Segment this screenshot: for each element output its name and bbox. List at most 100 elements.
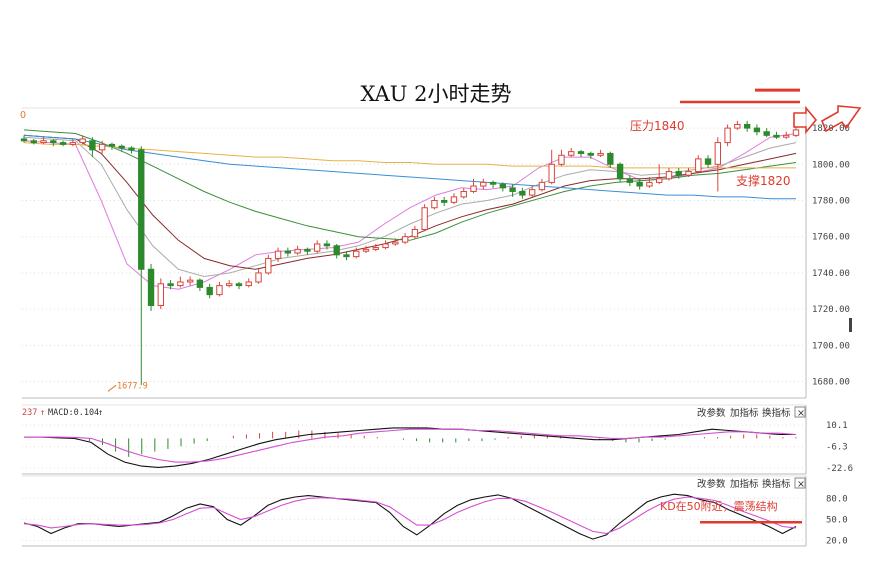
kd-y-axis: 80.0 50.0 20.0 [826, 494, 848, 546]
candle [255, 269, 262, 284]
kd-close-button[interactable] [794, 477, 806, 489]
candle [685, 167, 692, 177]
candle [675, 167, 682, 179]
candle-body [763, 131, 770, 136]
main-y-tick-label: 1780.00 [812, 197, 850, 207]
macd-y-tick-label: 10.1 [826, 421, 848, 431]
candle-body [773, 134, 780, 138]
candle-body [265, 257, 272, 274]
candle-body [792, 129, 800, 136]
candle [704, 155, 712, 168]
candle-body [636, 181, 643, 187]
candle-body [724, 127, 731, 144]
candle-body [353, 250, 360, 258]
kd-toolbar: 改参数 加指标 换指标 × [697, 477, 806, 490]
candle [568, 148, 575, 158]
macd-close-icon[interactable]: × [797, 408, 805, 419]
candle-body [450, 196, 458, 203]
candle-body [441, 200, 448, 203]
candle [421, 204, 428, 232]
candle-body [186, 279, 194, 283]
macd-close-button[interactable] [794, 406, 806, 418]
kd-lines [23, 493, 797, 540]
candle [313, 240, 321, 253]
candle-body [734, 123, 741, 129]
candle [323, 240, 331, 250]
candle [89, 137, 96, 158]
candle [714, 137, 722, 192]
candle [157, 278, 164, 310]
candle [538, 178, 546, 192]
main-y-tick-label: 1720.00 [812, 305, 850, 315]
candle [734, 120, 741, 130]
candle [646, 176, 653, 188]
macd-add-indicator-button[interactable]: 加指标 [730, 407, 759, 419]
resistance-label: 压力1840 [630, 119, 685, 133]
candle [362, 245, 370, 253]
candle [274, 247, 282, 263]
kd-close-icon[interactable]: × [797, 479, 805, 490]
candle-body [558, 154, 565, 165]
candle-body [323, 243, 331, 247]
kd-add-indicator-button[interactable]: 加指标 [730, 478, 759, 490]
candle-body [274, 250, 282, 259]
candle-body [177, 281, 184, 287]
macd-dif-line [24, 427, 796, 468]
candle-body [89, 140, 96, 151]
candle [108, 142, 116, 150]
macd-switch-indicator-button[interactable]: 换指标 [762, 407, 791, 419]
candle [69, 138, 77, 147]
candle-body [704, 158, 712, 165]
kd-annotation: KD在50附近，震荡结构 [660, 499, 778, 513]
kd-switch-indicator-button[interactable]: 换指标 [762, 478, 791, 490]
kd-change-params-button[interactable]: 改参数 [697, 478, 726, 490]
candle [304, 247, 311, 255]
candle-body [392, 241, 399, 245]
candle [40, 137, 47, 145]
candle-body [382, 243, 389, 249]
candle-body [79, 138, 86, 144]
candle [499, 182, 507, 192]
candle [753, 124, 761, 136]
candle-body [616, 163, 624, 180]
low-marker: 1677.9 [107, 381, 148, 392]
macd-up-arrow2-icon: ↑ [98, 408, 103, 418]
macd-y-tick-label: -6.3 [826, 443, 848, 453]
candle [167, 280, 174, 290]
candle-body [607, 152, 614, 165]
candle-body [509, 187, 516, 192]
candle-body [69, 142, 77, 145]
candle-body [313, 243, 321, 252]
macd-grid [22, 424, 806, 469]
candle [763, 128, 770, 138]
candle [577, 149, 585, 158]
candle [372, 243, 379, 252]
candle-body [138, 149, 145, 270]
main-y-axis: 1820.001800.001780.001760.001740.001720.… [812, 124, 850, 387]
candle [294, 245, 301, 255]
candle [489, 180, 497, 188]
kd-k-line [23, 493, 797, 540]
candle-body [372, 247, 379, 250]
candle [392, 238, 399, 246]
low-value-label: 1677.9 [117, 381, 148, 391]
candle [401, 233, 409, 244]
candle [773, 131, 780, 139]
candle-body [480, 181, 487, 187]
candle-body [548, 163, 555, 183]
main-y-tick-label: 1680.00 [812, 378, 850, 388]
candle-body [714, 142, 722, 165]
macd-dea-line [24, 428, 797, 463]
candle [597, 149, 604, 158]
candle [460, 187, 467, 199]
candle [656, 164, 663, 185]
macd-change-params-button[interactable]: 改参数 [697, 407, 726, 419]
candle [607, 151, 614, 168]
candle-body [226, 283, 233, 287]
candle-body [118, 145, 125, 149]
candle-body [362, 248, 370, 252]
candle [587, 151, 594, 159]
scroll-handle[interactable] [849, 318, 852, 332]
macd-label: MACD:0.104 [48, 408, 99, 418]
